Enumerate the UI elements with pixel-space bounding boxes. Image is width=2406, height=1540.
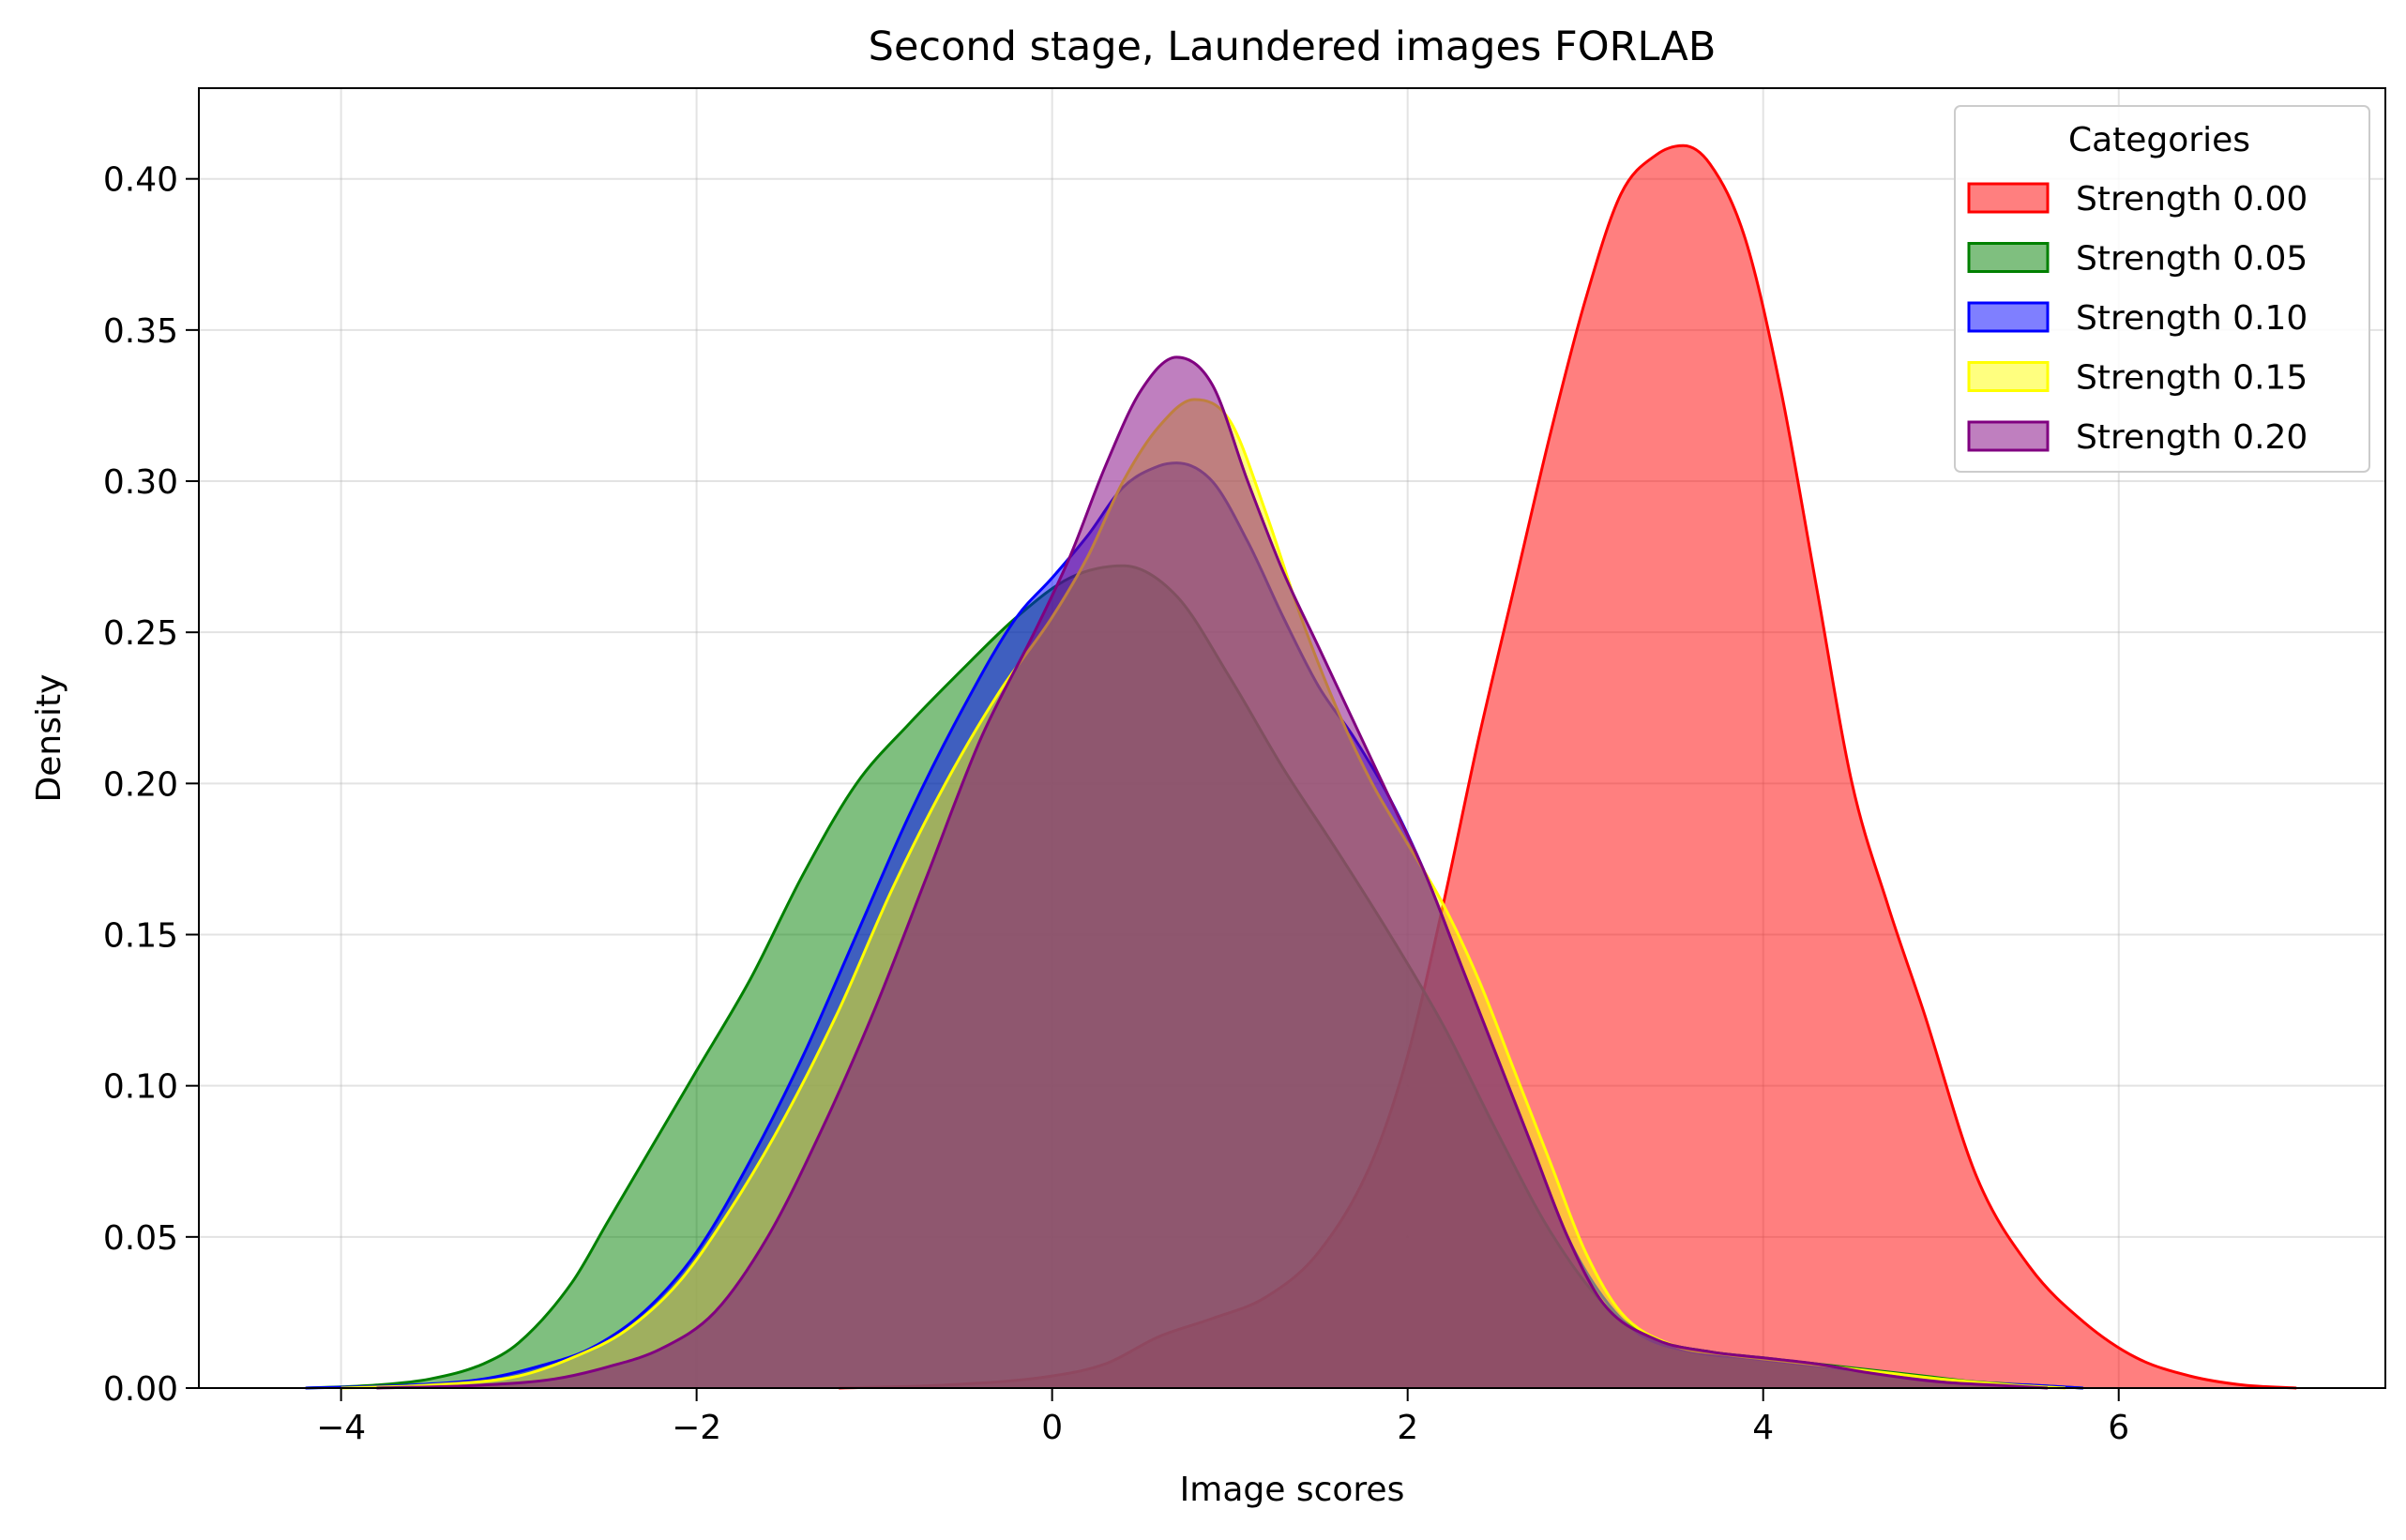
legend-box [1954, 105, 2370, 473]
density-area-strength-0-00 [839, 145, 2297, 1389]
y-axis-label: Density [30, 674, 68, 803]
legend-swatch [1967, 301, 2050, 333]
y-tick-label: 0.40 [103, 161, 178, 200]
density-line-strength-0-20 [376, 355, 2049, 1390]
legend-label: Strength 0.05 [2076, 240, 2308, 279]
legend-swatch [1967, 420, 2050, 452]
legend-title: Categories [2068, 121, 2250, 159]
density-area-strength-0-20 [376, 356, 2048, 1388]
axis-ticks: −4 −2 0 2 4 6 0.00 0.05 0.10 0.15 0.20 0.25 0.30 0.35… [103, 161, 2129, 1447]
x-tick-label: −4 [316, 1409, 366, 1447]
y-tick-label: 0.30 [103, 463, 178, 502]
x-tick-label: −2 [672, 1409, 721, 1447]
legend-swatch [1967, 242, 2050, 273]
legend-label: Strength 0.00 [2076, 180, 2308, 219]
density-curves [305, 143, 2297, 1390]
y-tick-label: 0.10 [103, 1068, 178, 1107]
x-tick-label: 0 [1041, 1409, 1063, 1447]
legend-label: Strength 0.10 [2076, 299, 2308, 338]
legend-swatch [1967, 361, 2050, 392]
y-tick-label: 0.00 [103, 1370, 178, 1409]
chart-title: Second stage, Laundered images FORLAB [869, 23, 1717, 70]
x-tick-label: 2 [1397, 1409, 1418, 1447]
legend-swatch [1967, 182, 2050, 214]
plot-frame [198, 87, 2386, 1389]
y-tick-label: 0.05 [103, 1219, 178, 1258]
y-tick-label: 0.25 [103, 614, 178, 653]
y-tick-label: 0.15 [103, 917, 178, 956]
x-tick-label: 4 [1752, 1409, 1774, 1447]
y-tick-label: 0.35 [103, 312, 178, 351]
x-tick-label: 6 [2108, 1409, 2129, 1447]
legend-items: Strength 0.00 Strength 0.05 Strength 0.10 S… [1967, 180, 2308, 457]
y-tick-label: 0.20 [103, 765, 178, 804]
legend-label: Strength 0.15 [2076, 359, 2308, 398]
x-axis-label: Image scores [1180, 1471, 1405, 1509]
legend-label: Strength 0.20 [2076, 418, 2308, 457]
